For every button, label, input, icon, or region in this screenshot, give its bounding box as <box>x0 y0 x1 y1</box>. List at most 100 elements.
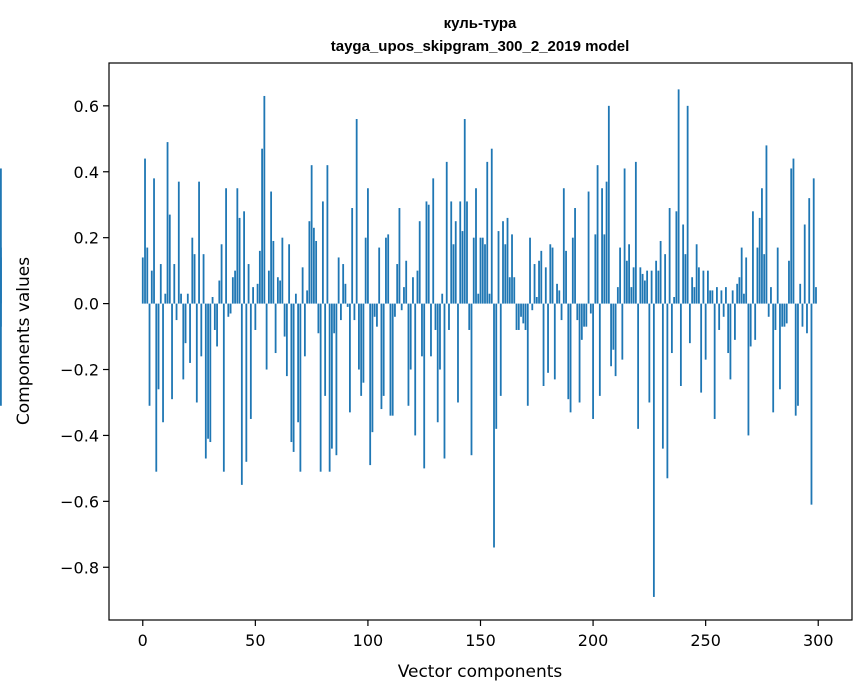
bar <box>146 247 149 304</box>
bar <box>580 303 583 340</box>
bar <box>310 165 313 304</box>
bar <box>225 188 227 304</box>
bar <box>601 188 603 304</box>
bar <box>634 161 637 304</box>
bar <box>369 303 372 466</box>
bar <box>475 188 477 304</box>
bar <box>549 244 552 304</box>
bar <box>718 303 721 330</box>
bar <box>243 211 245 304</box>
bar <box>711 290 714 304</box>
bar <box>513 277 516 304</box>
bar <box>511 234 513 304</box>
bar <box>484 244 486 304</box>
bar <box>614 303 617 377</box>
bar <box>249 303 252 419</box>
bar <box>630 287 633 304</box>
bar <box>538 260 540 304</box>
bar <box>220 244 223 304</box>
bar <box>385 237 387 304</box>
bar <box>713 303 716 419</box>
bar <box>792 158 795 304</box>
bar <box>661 303 664 449</box>
bar <box>173 264 176 304</box>
bar <box>234 270 236 304</box>
bar <box>770 287 772 304</box>
bar <box>657 270 660 304</box>
bar <box>517 303 520 330</box>
bar <box>207 303 209 439</box>
bar <box>664 254 667 304</box>
bar <box>0 168 2 304</box>
bar <box>441 293 444 304</box>
bar <box>380 303 383 410</box>
bar <box>227 303 230 317</box>
bar <box>722 303 725 317</box>
bar <box>797 303 799 406</box>
bar <box>211 297 214 304</box>
bar <box>524 303 527 330</box>
bar <box>168 214 171 304</box>
bar <box>598 303 601 396</box>
bar <box>479 237 482 304</box>
bar <box>794 303 797 416</box>
bar <box>704 303 707 360</box>
y-tick-label: −0.4 <box>60 426 99 445</box>
bar <box>198 181 200 304</box>
bar <box>301 267 304 304</box>
bar <box>619 247 621 304</box>
bar <box>734 303 736 340</box>
bar <box>612 303 615 350</box>
bar <box>707 270 709 304</box>
bar <box>499 303 502 396</box>
bar <box>290 303 293 443</box>
bar <box>495 303 498 429</box>
bar <box>556 283 558 304</box>
bar <box>589 303 592 314</box>
bar <box>756 247 759 304</box>
bar <box>641 273 644 304</box>
bar <box>666 303 669 479</box>
bar <box>299 303 302 472</box>
bar <box>542 303 545 386</box>
bar <box>522 303 525 324</box>
bar <box>216 303 218 347</box>
bar <box>331 303 333 449</box>
bar <box>468 303 471 330</box>
bar <box>189 303 191 363</box>
bar <box>731 290 734 304</box>
bar <box>643 280 646 304</box>
bar <box>725 287 727 304</box>
y-tick-label: −0.8 <box>60 558 99 577</box>
bar <box>774 303 777 330</box>
bar <box>279 280 282 304</box>
bar <box>409 303 412 370</box>
bar <box>526 303 529 406</box>
bar <box>574 208 576 304</box>
bar <box>162 303 164 423</box>
bar <box>412 277 414 304</box>
bar <box>799 283 802 304</box>
bar <box>698 267 700 304</box>
bar <box>625 260 628 304</box>
bar <box>294 293 297 304</box>
bar <box>788 260 790 304</box>
bar <box>477 293 480 304</box>
bar <box>204 303 207 459</box>
bar <box>481 237 484 304</box>
bar <box>754 303 757 340</box>
bar <box>317 303 320 334</box>
x-tick-label: 150 <box>465 631 496 650</box>
bar <box>267 270 270 304</box>
bar <box>387 234 390 304</box>
bar <box>427 204 430 304</box>
bar <box>716 287 718 304</box>
bar <box>353 303 356 321</box>
bar <box>414 303 417 436</box>
bar <box>646 270 649 304</box>
bar <box>218 280 221 304</box>
bar <box>222 303 225 472</box>
bar <box>376 303 378 327</box>
bar <box>175 303 178 321</box>
bar <box>743 293 745 304</box>
